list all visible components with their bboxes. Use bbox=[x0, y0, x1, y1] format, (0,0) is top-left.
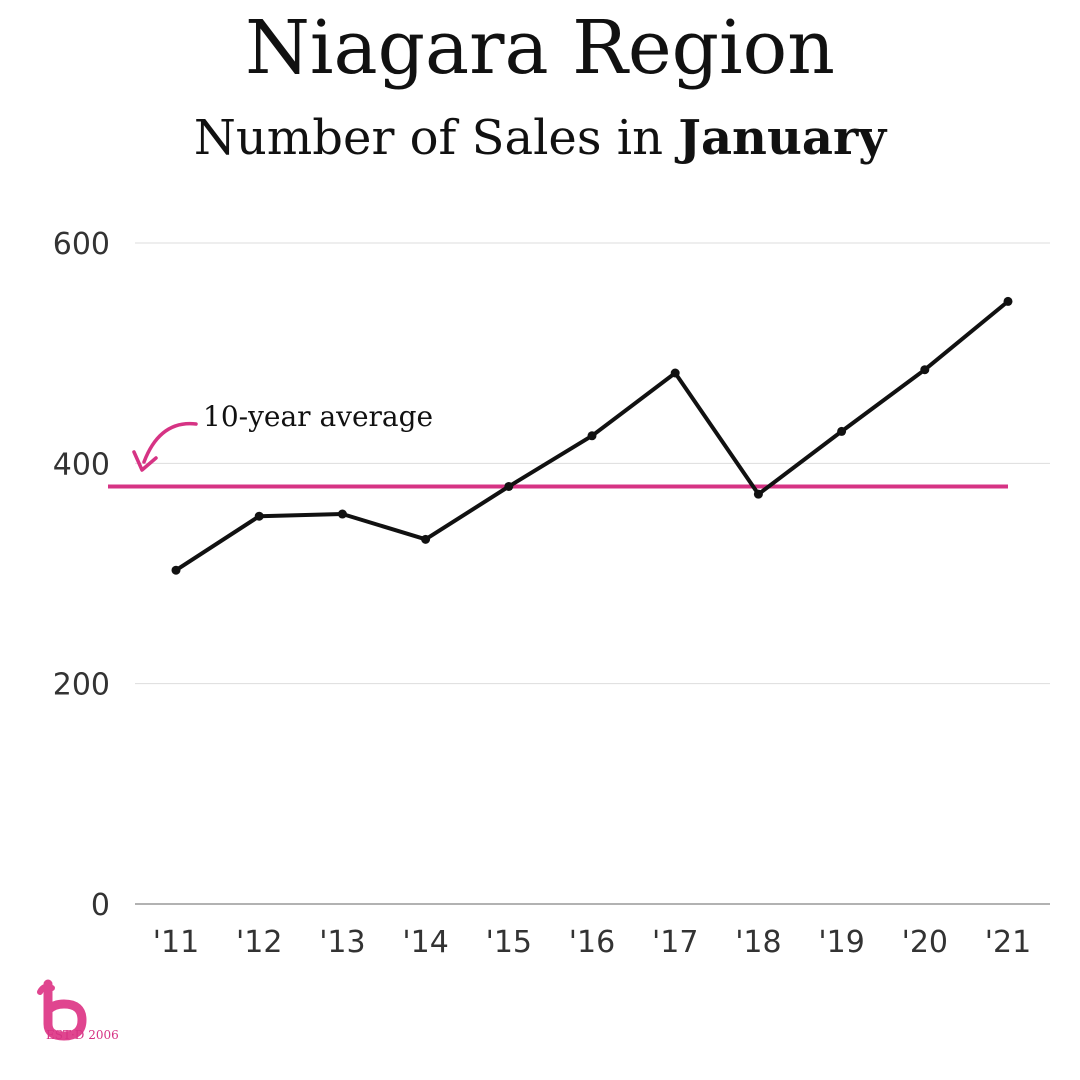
data-point bbox=[587, 431, 597, 441]
data-point bbox=[753, 489, 763, 499]
data-point bbox=[171, 565, 181, 575]
x-tick-label: '18 bbox=[735, 925, 781, 960]
x-tick-label: '14 bbox=[402, 925, 448, 960]
x-tick-label: '17 bbox=[652, 925, 698, 960]
data-point bbox=[254, 511, 264, 521]
data-point bbox=[1003, 296, 1013, 306]
chart-subtitle: Number of Sales in January bbox=[0, 112, 1080, 165]
data-point bbox=[421, 534, 431, 544]
x-tick-label: '21 bbox=[985, 925, 1031, 960]
annotation-arrow bbox=[142, 421, 198, 464]
x-tick-label: '16 bbox=[569, 925, 615, 960]
x-tick-label: '19 bbox=[818, 925, 864, 960]
data-point bbox=[920, 365, 930, 375]
y-tick-label: 0 bbox=[91, 888, 110, 923]
x-tick-label: '20 bbox=[902, 925, 948, 960]
data-point bbox=[504, 481, 514, 491]
average-annotation: 10-year average bbox=[203, 400, 433, 433]
data-point bbox=[837, 426, 847, 436]
b-logo-icon bbox=[37, 979, 87, 1041]
data-point bbox=[337, 509, 347, 519]
chart-title: Niagara Region bbox=[245, 5, 835, 91]
established-text: EST·D 2006 bbox=[46, 1028, 119, 1042]
subtitle-prefix: Number of Sales in bbox=[193, 110, 679, 166]
x-tick-label: '11 bbox=[153, 925, 199, 960]
x-tick-label: '13 bbox=[319, 925, 365, 960]
y-tick-label: 600 bbox=[53, 227, 110, 262]
y-tick-label: 200 bbox=[53, 668, 110, 703]
annotation-arrowhead bbox=[132, 450, 158, 472]
x-tick-label: '12 bbox=[236, 925, 282, 960]
x-tick-label: '15 bbox=[486, 925, 532, 960]
y-tick-label: 400 bbox=[53, 447, 110, 482]
subtitle-month: January bbox=[678, 110, 887, 166]
data-point bbox=[670, 368, 680, 378]
